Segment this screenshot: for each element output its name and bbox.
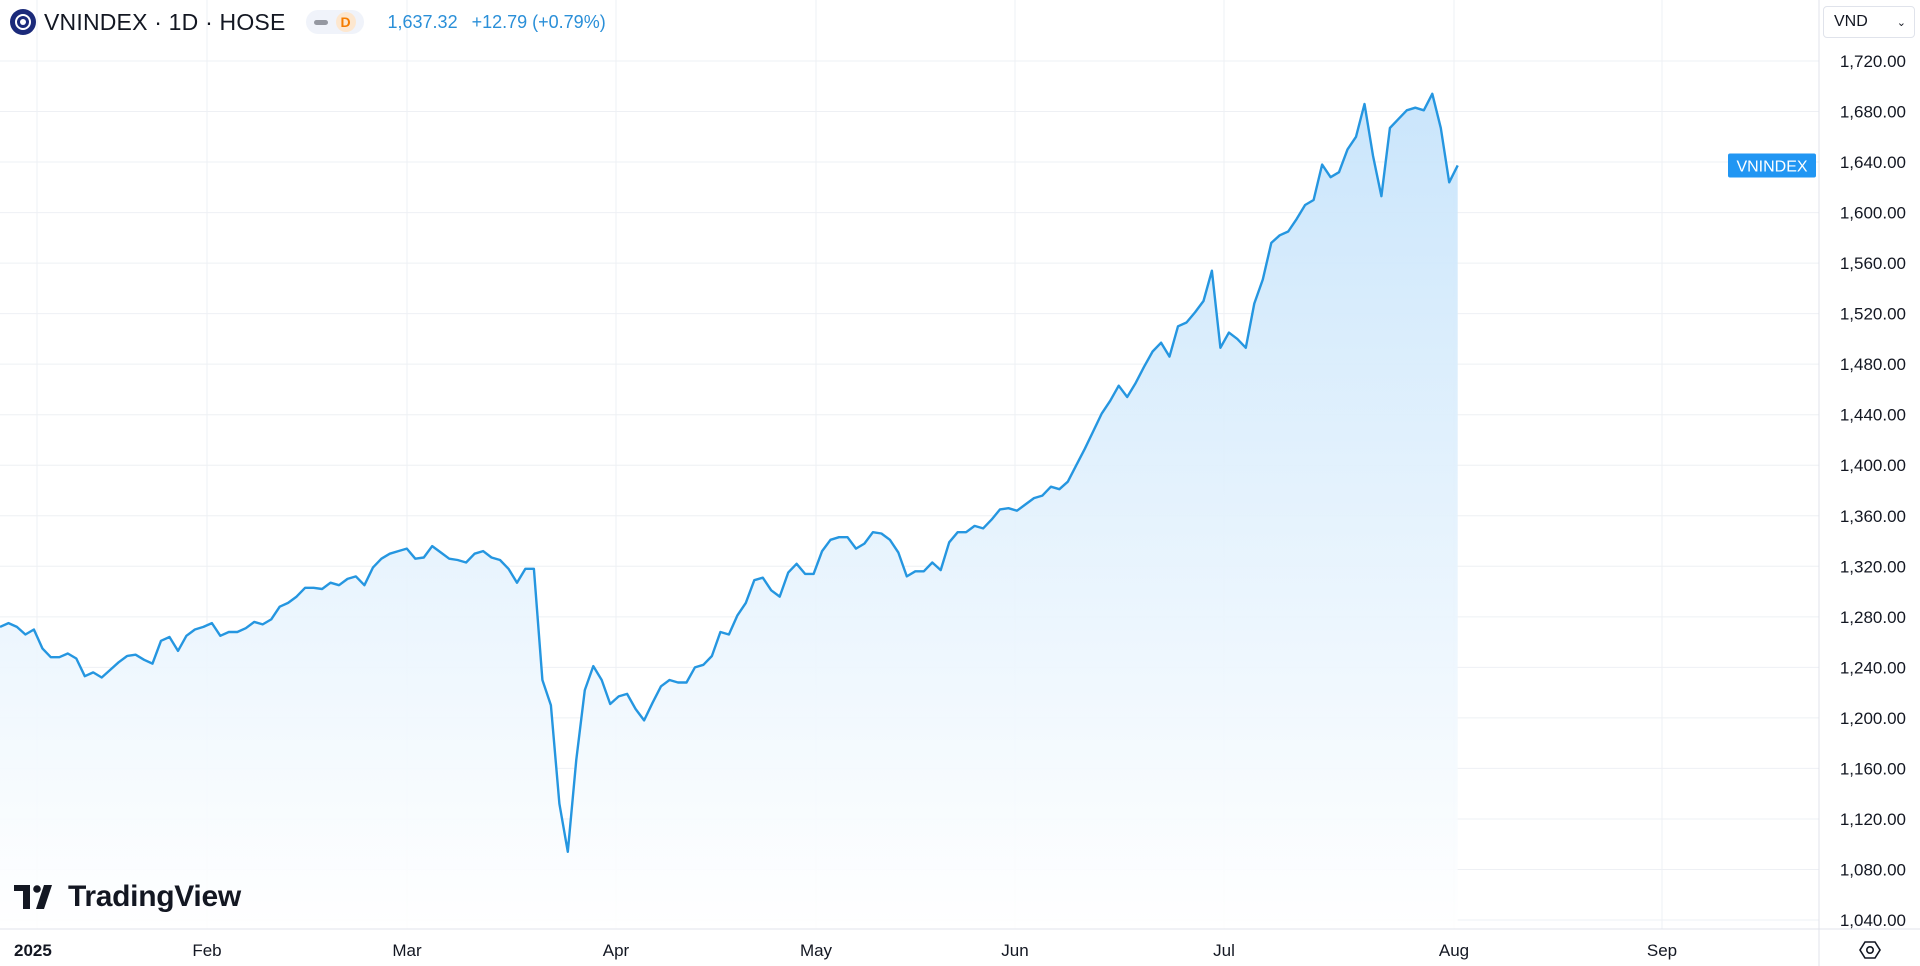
y-tick-label: 1,160.00 (1840, 759, 1906, 778)
chevron-down-icon: ⌄ (1896, 16, 1906, 29)
y-tick-label: 1,360.00 (1840, 507, 1906, 526)
tradingview-logo-icon (14, 885, 52, 909)
y-tick-label: 1,440.00 (1840, 406, 1906, 425)
y-tick-label: 1,280.00 (1840, 608, 1906, 627)
x-tick-label: 2025 (14, 941, 52, 960)
y-tick-label: 1,400.00 (1840, 456, 1906, 475)
y-tick-label: 1,560.00 (1840, 254, 1906, 273)
last-value-label-bg (1728, 153, 1816, 178)
y-tick-label: 1,720.00 (1840, 52, 1906, 71)
tradingview-brand[interactable]: TradingView (14, 880, 241, 914)
vnindex-logo-icon (10, 9, 36, 35)
symbol-title[interactable]: VNINDEX · 1D · HOSE (44, 8, 286, 35)
currency-select[interactable]: VND ⌄ (1823, 6, 1915, 38)
brand-name: TradingView (68, 880, 241, 913)
last-price: 1,637.32 (387, 11, 458, 32)
minus-icon (313, 19, 328, 25)
x-tick-label: Mar (392, 941, 422, 960)
series-area-fill (0, 93, 1458, 930)
price-change: +12.79 (+0.79%) (471, 11, 606, 32)
y-tick-label: 1,680.00 (1840, 103, 1906, 122)
price-axis[interactable]: 1,040.00 1,080.00 1,120.00 1,160.00 1,200.00… (1840, 52, 1906, 930)
y-tick-label: 1,240.00 (1840, 658, 1906, 677)
y-tick-label: 1,320.00 (1840, 557, 1906, 576)
y-tick-label: 1,480.00 (1840, 355, 1906, 374)
y-tick-label: 1,200.00 (1840, 709, 1906, 728)
x-tick-label: Sep (1647, 941, 1677, 960)
gear-icon (1859, 941, 1881, 959)
y-tick-label: 1,640.00 (1840, 153, 1906, 172)
y-tick-label: 1,080.00 (1840, 860, 1906, 879)
market-status-badge[interactable]: D (305, 10, 364, 34)
x-tick-label: Feb (192, 941, 221, 960)
chart-settings-button[interactable] (1855, 937, 1885, 963)
series-line-vnindex (0, 92, 1459, 853)
currency-value: VND (1834, 13, 1868, 30)
y-tick-label: 1,600.00 (1840, 204, 1906, 223)
last-value-label-text: VNINDEX (1736, 158, 1807, 175)
x-tick-label: Jul (1213, 941, 1235, 960)
x-tick-label: Jun (1001, 941, 1028, 960)
last-value-label: VNINDEX (1728, 153, 1816, 178)
y-tick-label: 1,040.00 (1840, 911, 1906, 930)
x-tick-label: Apr (603, 941, 630, 960)
time-axis[interactable]: 2025 Feb Mar Apr May Jun Jul Aug Sep (14, 941, 1677, 960)
y-tick-label: 1,520.00 (1840, 305, 1906, 324)
delayed-badge: D (335, 12, 356, 32)
y-tick-label: 1,120.00 (1840, 810, 1906, 829)
x-tick-label: Aug (1439, 941, 1469, 960)
x-tick-label: May (800, 941, 833, 960)
symbol-legend: VNINDEX · 1D · HOSE D 1,637.32 +12.79 (+… (10, 8, 606, 36)
